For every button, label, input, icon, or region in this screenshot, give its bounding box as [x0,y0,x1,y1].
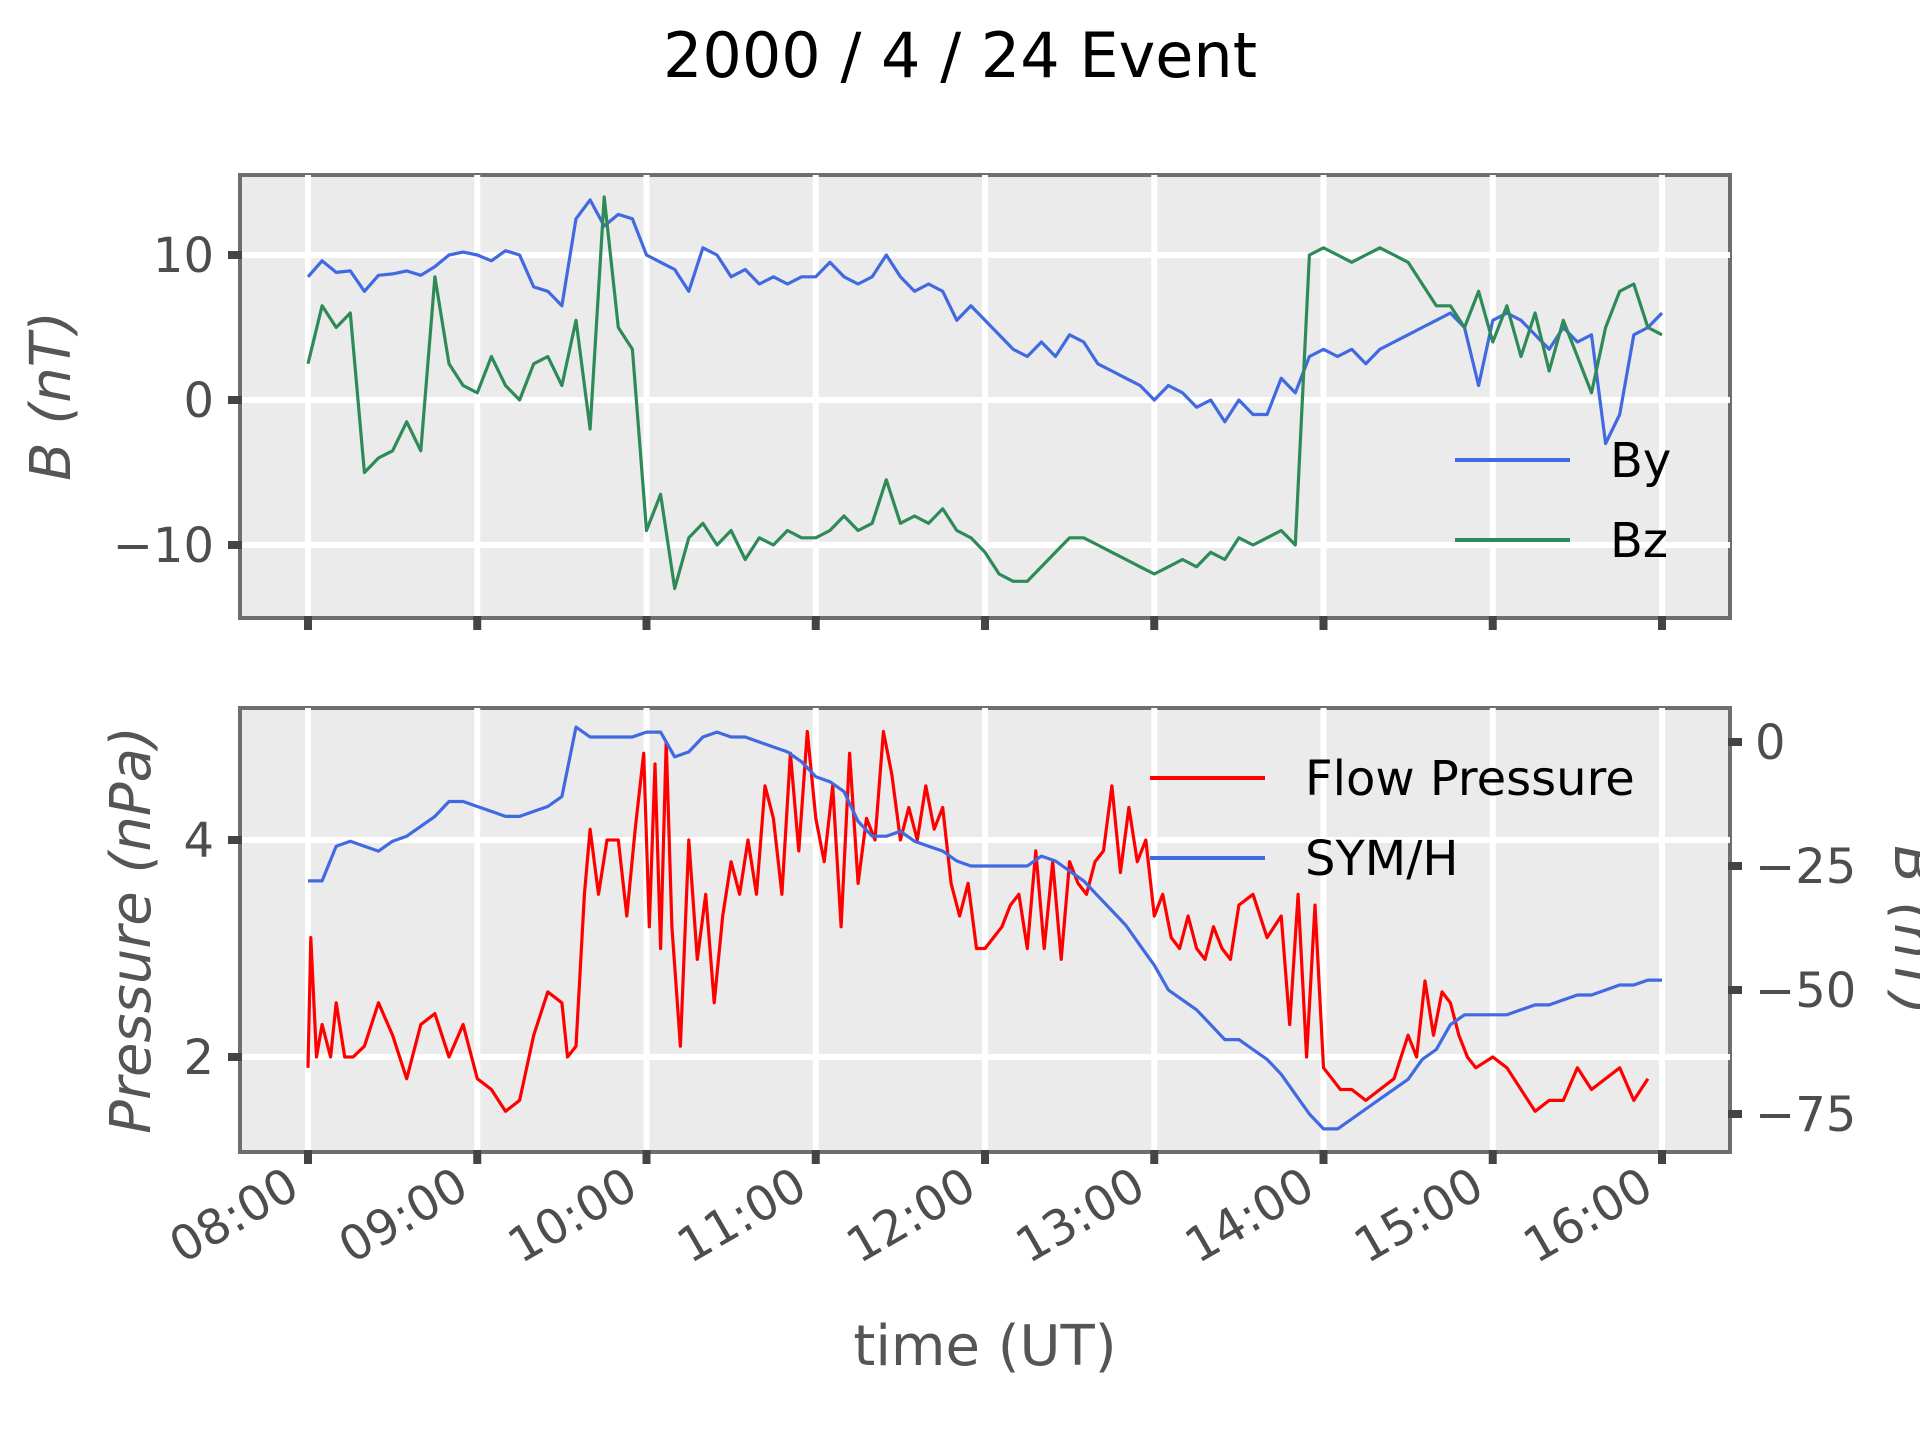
x-axis-label: time (UT) [853,1314,1116,1379]
series-line-flow-pressure [306,729,1650,1113]
right-y-tick-label: −25 [1755,839,1856,895]
legend-label-flow-pressure: Flow Pressure [1305,751,1635,807]
figure-title: 2000 / 4 / 24 Event [663,19,1257,92]
x-tick-label-08:00: 08:00 [160,1157,308,1275]
series-line-bz [306,195,1663,591]
legend-label-sym-h: SYM/H [1305,831,1458,887]
top-lines [306,195,1664,591]
top-y-axis-label: B (nT) [19,311,84,481]
x-tick-label-16:00: 16:00 [1514,1157,1662,1275]
legend-label-bz: Bz [1610,513,1668,569]
y-tick-label: 2 [183,1030,214,1086]
top-y-ticks: 10 0 −10 [113,228,242,574]
x-tick-label-11:00: 11:00 [668,1157,816,1275]
right-y-tick-label: 0 [1755,715,1786,771]
y-tick-label: −10 [113,518,214,574]
series-line-sym-h [308,725,1662,1131]
x-tick-label-15:00: 15:00 [1345,1157,1493,1275]
x-tick-label-13:00: 13:00 [1006,1157,1154,1275]
series-line-by [306,198,1664,446]
x-tick-label-12:00: 12:00 [837,1157,985,1275]
bottom-lines [306,725,1662,1131]
bottom-legend: Flow Pressure SYM/H [1150,751,1635,887]
right-y-tick-label: −50 [1755,963,1856,1019]
legend-label-by: By [1610,433,1671,489]
bottom-y-axis-label: Pressure (nPa) [99,726,164,1134]
y-tick-label: 0 [183,373,214,429]
top-x-ticks [304,616,1666,630]
bottom-panel: 42 0−25−50−75 08:00 09:00 10:00 11:00 12:00 1… [99,706,1920,1379]
top-panel: 10 0 −10 B (nT) By Bz [19,173,1732,630]
bottom-right-y-axis-label: B (nT) [1881,845,1920,1015]
x-tick-label-10:00: 10:00 [499,1157,647,1275]
right-y-tick-label: −75 [1755,1087,1856,1143]
y-tick-label: 10 [153,228,214,284]
bottom-left-y-ticks: 42 [183,813,242,1086]
x-tick-label-14:00: 14:00 [1176,1157,1324,1275]
top-grid [240,175,1730,618]
y-tick-label: 4 [183,813,214,869]
top-legend: By Bz [1455,433,1671,569]
bottom-right-y-ticks: 0 −25 −50 −75 [1728,715,1856,1143]
bottom-grid [240,708,1730,1152]
x-tick-label-09:00: 09:00 [329,1157,477,1275]
bottom-x-ticks: 08:00 09:00 10:00 11:00 12:00 13:00 14:00 15:00… [160,1150,1666,1275]
